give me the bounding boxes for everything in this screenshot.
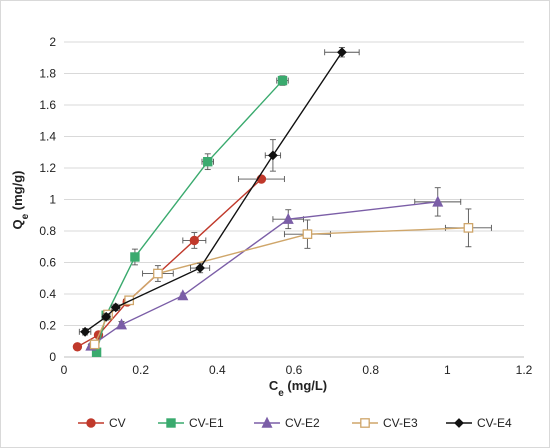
- series-cv-e4: [78, 47, 360, 337]
- x-tick-labels: 0 0.2 0.4 0.6 0.8 1 1.2: [61, 363, 533, 377]
- legend-item-cv-e4: CV-E4: [446, 416, 512, 430]
- x-axis-label: Ce (mg/L): [269, 378, 327, 399]
- y-tick-label: 1.4: [39, 130, 56, 144]
- x-tick-label: 0.6: [286, 363, 303, 377]
- x-tick-label: 0: [61, 363, 68, 377]
- legend-item-cv-e2: CV-E2: [254, 416, 320, 430]
- y-tick-label: 1.2: [39, 161, 56, 175]
- legend-item-cv-e3: CV-E3: [352, 416, 418, 430]
- legend-label-cv-e3: CV-E3: [383, 416, 418, 430]
- y-tick-label: 0.4: [39, 287, 56, 301]
- data-point-cv-e4: [195, 263, 205, 273]
- data-point-cv-e3: [124, 295, 135, 306]
- legend-marker-cv-e3: [360, 418, 370, 428]
- x-axis-label-main: C: [269, 378, 279, 393]
- data-point-cv-e2: [177, 289, 189, 301]
- series-line-cv-e4: [84, 51, 343, 333]
- y-tick-labels: 0 0.2 0.4 0.6 0.8 1 1.2 1.4 1.6 1.8 2: [39, 35, 56, 364]
- y-axis-label: Qe (mg/g): [10, 170, 31, 229]
- data-point-cv-e4: [110, 302, 121, 313]
- legend-marker-cv-e4: [454, 418, 464, 428]
- y-tick-label: 1.8: [39, 67, 56, 81]
- data-point-cv-e4: [101, 311, 112, 322]
- y-tick-label: 1: [49, 193, 56, 207]
- x-axis-label-unit: (mg/L): [284, 378, 327, 393]
- x-tick-label: 0.4: [209, 363, 226, 377]
- data-point-cv-e2: [115, 318, 128, 330]
- data-point-cv-e4: [268, 150, 278, 161]
- data-point-cv-e4: [337, 47, 347, 58]
- y-axis-label-sub: e: [20, 213, 31, 219]
- data-point-cv: [189, 235, 200, 246]
- x-tick-label: 0.8: [362, 363, 379, 377]
- legend-label-cv-e1: CV-E1: [189, 416, 224, 430]
- legend-marker-cv-e2: [261, 416, 273, 428]
- y-tick-label: 1.6: [39, 98, 56, 112]
- data-point-cv-e1: [277, 75, 288, 86]
- x-tick-label: 0.2: [132, 363, 149, 377]
- data-point-cv: [256, 174, 267, 184]
- y-tick-label: 0.2: [39, 319, 56, 333]
- legend-label-cv: CV: [109, 416, 126, 430]
- legend: CV CV-E1 CV-E2 CV-E3 CV-E4: [78, 416, 512, 430]
- y-axis-label-unit: (mg/g): [10, 170, 25, 213]
- legend-label-cv-e4: CV-E4: [477, 416, 512, 430]
- legend-label-cv-e2: CV-E2: [285, 416, 320, 430]
- data-point-cv-e1: [203, 157, 213, 167]
- legend-item-cv-e1: CV-E1: [158, 416, 224, 430]
- data-point-cv-e3: [302, 229, 313, 239]
- y-tick-label: 0.8: [39, 224, 56, 238]
- y-tick-label: 0.6: [39, 256, 56, 270]
- legend-marker-cv-e1: [166, 418, 176, 428]
- data-point-cv-e3: [153, 268, 163, 279]
- data-point-cv-e3: [89, 339, 100, 350]
- data-point-cv-e4: [80, 326, 90, 337]
- data-point-cv-e2: [282, 212, 294, 224]
- series-layer: [72, 47, 492, 357]
- y-tick-label: 0: [49, 350, 56, 364]
- y-axis-label-main: Q: [10, 219, 25, 229]
- data-point-cv-e3: [463, 222, 474, 233]
- x-tick-label: 1: [444, 363, 451, 377]
- x-axis-label-sub: e: [278, 388, 284, 399]
- data-point-cv-e2: [432, 195, 444, 207]
- y-tick-label: 2: [49, 35, 56, 49]
- legend-item-cv: CV: [78, 416, 126, 430]
- x-tick-label: 1.2: [516, 363, 533, 377]
- data-point-cv-e1: [130, 252, 140, 262]
- legend-marker-cv: [86, 418, 96, 428]
- gridlines: [64, 41, 524, 326]
- data-point-cv: [72, 342, 83, 352]
